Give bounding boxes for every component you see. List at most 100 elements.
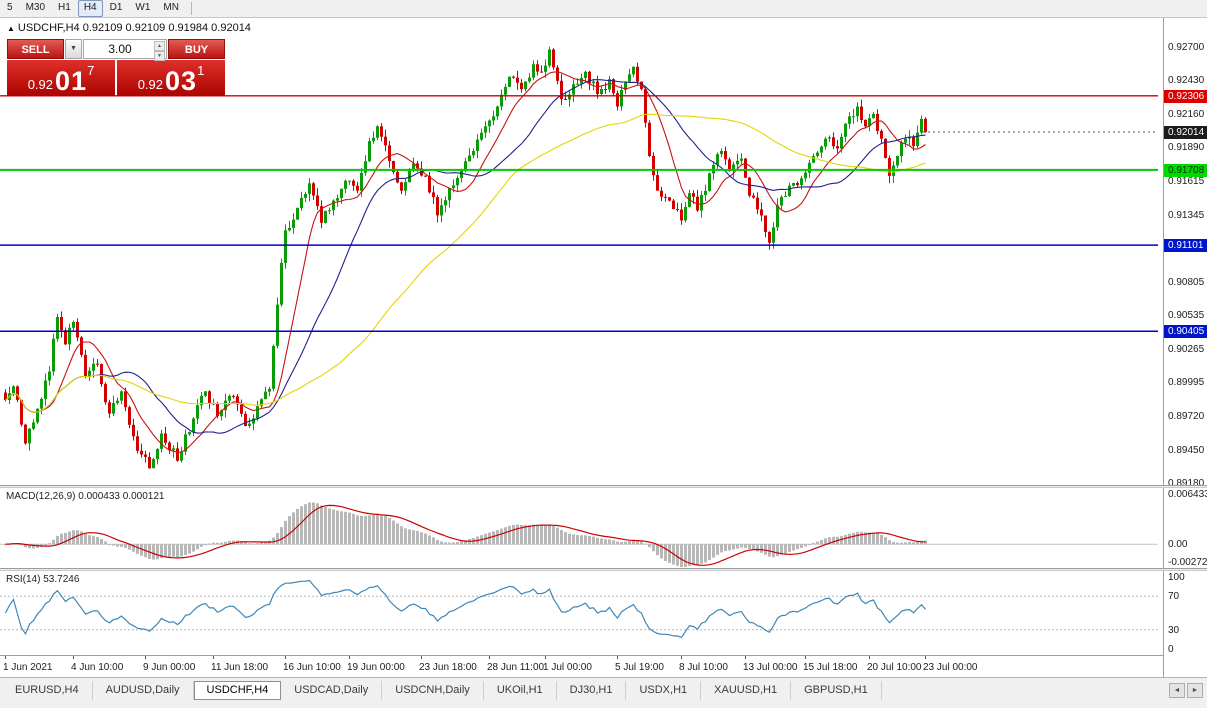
dropdown-arrow-icon: ▼ bbox=[70, 45, 77, 52]
volume-spin-down-button[interactable]: ▼ bbox=[154, 51, 165, 61]
chart-tab-GBPUSD-H1[interactable]: GBPUSD,H1 bbox=[791, 681, 882, 700]
time-tick bbox=[213, 656, 214, 659]
time-axis-label: 1 Jun 2021 bbox=[3, 662, 53, 673]
timeframe-button-H4[interactable]: H4 bbox=[77, 0, 103, 17]
macd-chart-canvas[interactable] bbox=[0, 488, 1163, 568]
time-axis-label: 16 Jun 10:00 bbox=[283, 662, 341, 673]
rsi-axis-label: 100 bbox=[1168, 572, 1185, 583]
price-axis-label: 0.91890 bbox=[1168, 142, 1205, 153]
rsi-axis-label: 70 bbox=[1168, 591, 1180, 602]
time-axis-label: 20 Jul 10:00 bbox=[867, 662, 922, 673]
time-tick bbox=[145, 656, 146, 659]
macd-axis-label: -0.002726 bbox=[1168, 557, 1207, 568]
price-axis-label: 0.90805 bbox=[1168, 277, 1205, 288]
rsi-axis-label: 30 bbox=[1168, 625, 1180, 636]
buy-price-display[interactable]: 0.92 03 1 bbox=[117, 60, 225, 96]
panel-splitter-rsi[interactable] bbox=[0, 568, 1207, 571]
time-tick bbox=[805, 656, 806, 659]
volume-dropdown-button[interactable]: ▼ bbox=[65, 39, 82, 59]
time-axis-label: 28 Jun 11:00 bbox=[487, 662, 545, 673]
price-axis-label: 0.89720 bbox=[1168, 411, 1205, 422]
macd-axis-label: 0.006433 bbox=[1168, 489, 1207, 500]
volume-spin-up-button[interactable]: ▲ bbox=[154, 41, 165, 51]
price-axis-label: 0.91345 bbox=[1168, 210, 1205, 221]
chart-tab-UKOil-H1[interactable]: UKOil,H1 bbox=[484, 681, 557, 700]
time-tick bbox=[681, 656, 682, 659]
buy-price-prefix: 0.92 bbox=[137, 77, 164, 92]
time-tick bbox=[5, 656, 6, 659]
panel-splitter-macd[interactable] bbox=[0, 485, 1207, 488]
price-axis[interactable]: 0.92700 0.92430 0.92160 0.91890 0.91615 0.913… bbox=[1163, 18, 1207, 677]
chart-tab-EURUSD-H4[interactable]: EURUSD,H4 bbox=[2, 681, 93, 700]
time-tick bbox=[869, 656, 870, 659]
volume-field-wrap: ▲ ▼ bbox=[83, 39, 167, 61]
time-axis-label: 1 Jul 00:00 bbox=[543, 662, 592, 673]
scroll-left-button[interactable]: ◄ bbox=[1169, 683, 1185, 698]
time-axis-label: 23 Jul 00:00 bbox=[923, 662, 978, 673]
timeframe-button-MN[interactable]: MN bbox=[163, 2, 179, 13]
rsi-chart-canvas[interactable] bbox=[0, 571, 1163, 655]
price-axis-label: 0.90265 bbox=[1168, 344, 1205, 355]
time-axis-label: 9 Jun 00:00 bbox=[143, 662, 196, 673]
time-tick bbox=[489, 656, 490, 659]
chart-tab-DJ30-H1[interactable]: DJ30,H1 bbox=[557, 681, 627, 700]
buy-price-sup: 1 bbox=[197, 63, 205, 78]
time-tick bbox=[73, 656, 74, 659]
buy-price-big: 03 bbox=[165, 66, 198, 96]
price-axis-label: 0.91615 bbox=[1168, 176, 1205, 187]
price-badge: 0.92306 bbox=[1164, 90, 1207, 103]
chart-tab-USDX-H1[interactable]: USDX,H1 bbox=[626, 681, 702, 700]
price-chart-canvas[interactable] bbox=[0, 18, 1163, 485]
timeframe-button-D1[interactable]: D1 bbox=[109, 2, 123, 13]
volume-spinner: ▲ ▼ bbox=[154, 41, 165, 61]
time-axis-label: 8 Jul 10:00 bbox=[679, 662, 728, 673]
sell-price-display[interactable]: 0.92 01 7 bbox=[7, 60, 115, 96]
sell-price-prefix: 0.92 bbox=[27, 77, 54, 92]
sell-price-big: 01 bbox=[55, 66, 88, 96]
price-axis-label: 0.89450 bbox=[1168, 445, 1205, 456]
chart-tab-AUDUSD-Daily[interactable]: AUDUSD,Daily bbox=[93, 681, 194, 700]
timeframe-button-M30[interactable]: M30 bbox=[25, 2, 46, 13]
time-tick bbox=[349, 656, 350, 659]
timeframe-button-W1[interactable]: W1 bbox=[135, 2, 151, 13]
buy-button[interactable]: BUY bbox=[168, 39, 225, 59]
price-axis-label: 0.92430 bbox=[1168, 75, 1205, 86]
time-tick bbox=[285, 656, 286, 659]
sell-price-sup: 7 bbox=[87, 63, 95, 78]
one-click-trading-widget: SELL ▼ ▲ ▼ BUY 0.92 01 7 0.9 bbox=[7, 39, 225, 96]
chart-tab-USDCAD-Daily[interactable]: USDCAD,Daily bbox=[281, 681, 383, 700]
price-axis-label: 0.90535 bbox=[1168, 310, 1205, 321]
chart-tab-USDCHF-H4[interactable]: USDCHF,H4 bbox=[193, 681, 282, 700]
price-axis-label: 0.92160 bbox=[1168, 109, 1205, 120]
rsi-indicator-label: RSI(14) 53.7246 bbox=[6, 574, 80, 585]
timeframe-button-5[interactable]: 5 bbox=[7, 2, 13, 13]
sell-button[interactable]: SELL bbox=[7, 39, 64, 59]
time-tick bbox=[421, 656, 422, 659]
time-tick bbox=[745, 656, 746, 659]
price-badge: 0.92014 bbox=[1164, 126, 1207, 139]
price-axis-label: 0.89995 bbox=[1168, 377, 1205, 388]
rsi-axis-label: 0 bbox=[1168, 644, 1174, 655]
time-tick bbox=[925, 656, 926, 659]
price-badge: 0.90405 bbox=[1164, 325, 1207, 338]
chart-region: ▲ USDCHF,H4 0.92109 0.92109 0.91984 0.920… bbox=[0, 18, 1207, 677]
price-badge: 0.91708 bbox=[1164, 164, 1207, 177]
tab-scroll-arrows: ◄ ► bbox=[1169, 681, 1203, 698]
timeframe-toolbar: 5 M30 H1 H4 D1 W1 MN bbox=[0, 0, 1207, 18]
price-badge: 0.91101 bbox=[1164, 239, 1207, 252]
macd-indicator-label: MACD(12,26,9) 0.000433 0.000121 bbox=[6, 491, 165, 502]
timeframe-button-H1[interactable]: H1 bbox=[58, 2, 71, 13]
chart-tab-bar: EURUSD,H4 AUDUSD,Daily USDCHF,H4 USDCAD,Dai… bbox=[0, 677, 1207, 708]
chart-marker-icon: ▲ bbox=[7, 24, 15, 33]
time-axis-label: 4 Jun 10:00 bbox=[71, 662, 124, 673]
time-tick bbox=[545, 656, 546, 659]
volume-input[interactable] bbox=[84, 40, 166, 58]
chart-tab-USDCNH-Daily[interactable]: USDCNH,Daily bbox=[382, 681, 484, 700]
macd-axis-label: 0.00 bbox=[1168, 539, 1188, 550]
time-axis[interactable]: 1 Jun 2021 4 Jun 10:00 9 Jun 00:00 11 Jun 1… bbox=[0, 655, 1163, 677]
ohlc-text: USDCHF,H4 0.92109 0.92109 0.91984 0.9201… bbox=[17, 22, 251, 34]
chart-ohlc-header: ▲ USDCHF,H4 0.92109 0.92109 0.91984 0.920… bbox=[7, 22, 251, 34]
chart-tab-XAUUSD-H1[interactable]: XAUUSD,H1 bbox=[701, 681, 792, 700]
scroll-right-button[interactable]: ► bbox=[1187, 683, 1203, 698]
